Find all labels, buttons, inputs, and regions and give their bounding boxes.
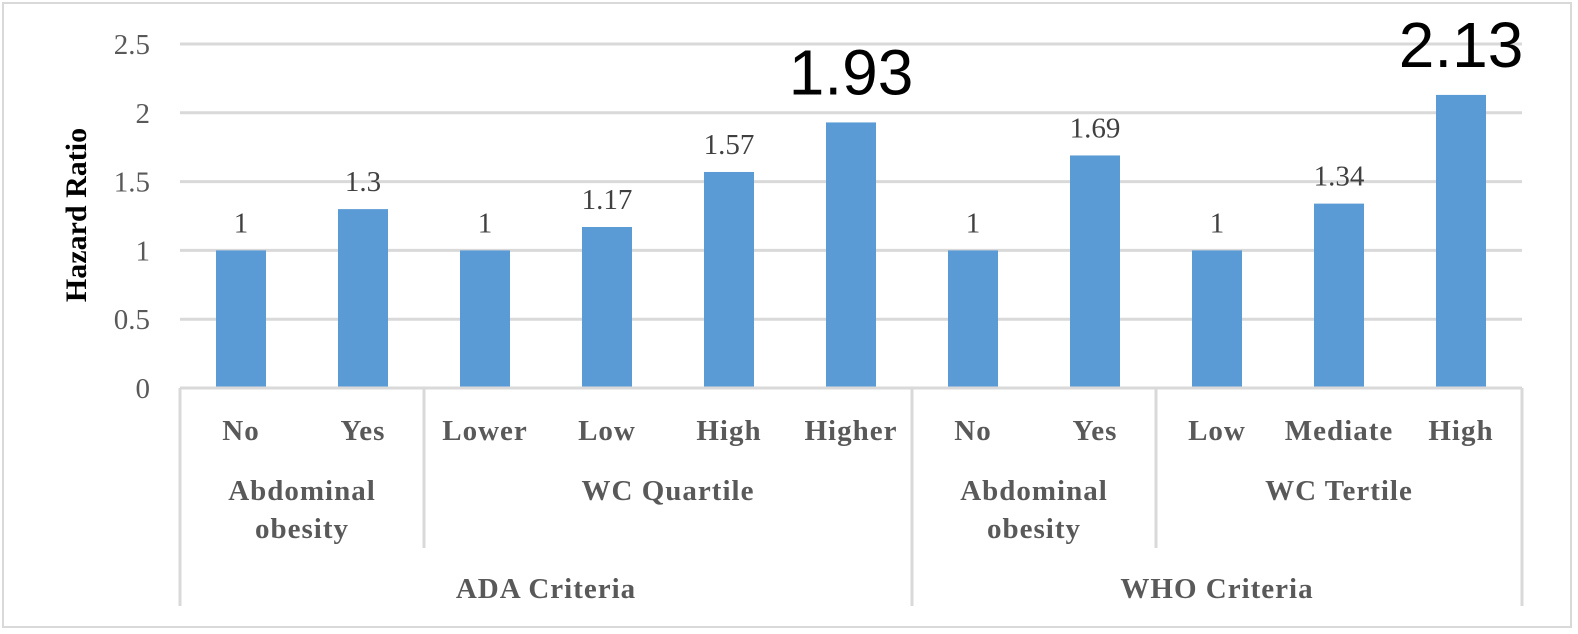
y-tick-label: 0.5 bbox=[114, 304, 150, 336]
bar bbox=[216, 250, 266, 388]
category-label: Mediate bbox=[1285, 415, 1393, 447]
data-label: 1.93 bbox=[789, 36, 914, 108]
data-labels: 1 1.3 1 1.17 1.57 1.93 1 1.69 1 1.34 2.13 bbox=[234, 9, 1524, 239]
data-label: 2.13 bbox=[1399, 9, 1524, 81]
category-label: Lower bbox=[442, 415, 528, 447]
bar bbox=[704, 171, 754, 388]
y-tick-label: 1.5 bbox=[114, 167, 150, 199]
data-label: 1.34 bbox=[1314, 161, 1365, 193]
category-label: Yes bbox=[341, 415, 386, 447]
data-label: 1 bbox=[966, 207, 981, 239]
category-label: High bbox=[1428, 415, 1493, 447]
supergroup-label: WHO Criteria bbox=[1120, 573, 1313, 605]
y-tick-label: 2.5 bbox=[114, 29, 150, 61]
data-label: 1.3 bbox=[345, 166, 381, 198]
bar bbox=[1314, 203, 1364, 388]
bar bbox=[1070, 155, 1120, 388]
category-label: High bbox=[696, 415, 761, 447]
data-label: 1 bbox=[1210, 207, 1225, 239]
y-tick-label: 2 bbox=[136, 98, 151, 130]
bar bbox=[1192, 250, 1242, 388]
group-label: obesity bbox=[987, 513, 1081, 545]
category-axis: No Yes Lower Low High Higher No Yes Low Mediate Hi… bbox=[178, 386, 1524, 606]
bar bbox=[338, 209, 388, 388]
data-label: 1.17 bbox=[582, 184, 633, 216]
category-label: Yes bbox=[1073, 415, 1118, 447]
category-label: Low bbox=[578, 415, 636, 447]
y-tick-labels: 0 0.5 1 1.5 2 2.5 bbox=[114, 29, 150, 405]
category-label: No bbox=[222, 415, 259, 447]
group-label: Abdominal bbox=[228, 475, 376, 507]
category-label: No bbox=[954, 415, 991, 447]
group-label: WC Tertile bbox=[1265, 475, 1413, 507]
bar bbox=[1436, 94, 1486, 389]
data-label: 1.69 bbox=[1070, 112, 1121, 144]
bar bbox=[948, 250, 998, 388]
bar bbox=[826, 122, 876, 388]
data-label: 1 bbox=[234, 207, 249, 239]
group-label: WC Quartile bbox=[582, 475, 755, 507]
bar bbox=[460, 250, 510, 388]
y-tick-label: 0 bbox=[136, 373, 151, 405]
group-label: Abdominal bbox=[960, 475, 1108, 507]
category-label: Higher bbox=[805, 415, 898, 447]
category-label: Low bbox=[1188, 415, 1246, 447]
data-label: 1.57 bbox=[704, 129, 755, 161]
bars bbox=[216, 94, 1486, 389]
y-axis-label: Hazard Ratio bbox=[60, 128, 93, 302]
group-label: obesity bbox=[255, 513, 349, 545]
bar bbox=[582, 227, 632, 388]
supergroup-label: ADA Criteria bbox=[456, 573, 636, 605]
y-tick-label: 1 bbox=[136, 235, 151, 267]
data-label: 1 bbox=[478, 207, 493, 239]
